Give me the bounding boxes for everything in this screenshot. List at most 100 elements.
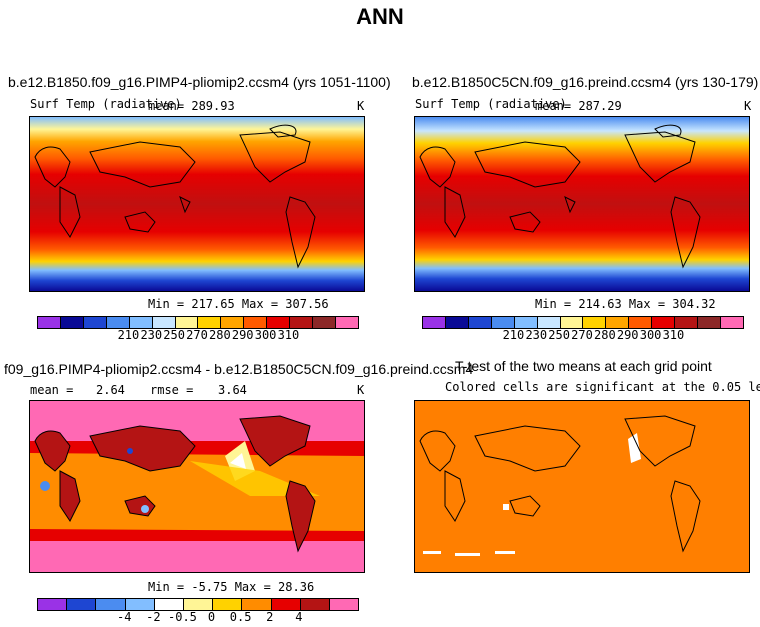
colorbar-tick-label: 300: [254, 328, 277, 342]
map-bottom-left: [29, 400, 365, 573]
colorbar-swatch: [300, 599, 330, 610]
colorbar-tick-label: 290: [616, 328, 639, 342]
variable-label-top-right: Surf Temp (radiative): [415, 97, 567, 111]
colorbar-swatch: [537, 317, 561, 328]
colorbar-tick-label: 280: [209, 328, 231, 342]
panel-title-bottom-right: T-test of the two means at each grid poi…: [455, 358, 712, 374]
colorbar-swatch: [221, 317, 245, 328]
colorbar-swatch: [213, 599, 243, 610]
colorbar-ticks-bottom-left: -4 -2 -0.5 0 0.5 2 4: [37, 610, 357, 624]
map-top-right: [414, 116, 750, 292]
colorbar-swatch: [244, 317, 268, 328]
colorbar-swatch: [652, 317, 676, 328]
mean-label-top-right: mean= 287.29: [535, 99, 622, 113]
colorbar-swatch: [83, 317, 107, 328]
rmse-value-bottom-left: 3.64: [218, 383, 247, 397]
colorbar-swatch: [514, 317, 538, 328]
colorbar-swatch: [491, 317, 515, 328]
colorbar-bottom-left: [37, 598, 359, 611]
map-top-left: [29, 116, 365, 292]
colorbar-swatch: [423, 317, 446, 328]
colorbar-swatch: [152, 317, 176, 328]
figure-title: ANN: [356, 4, 404, 29]
minmax-top-right: Min = 214.63 Max = 304.32: [535, 297, 716, 311]
colorbar-swatch: [560, 317, 584, 328]
colorbar-swatch: [175, 317, 199, 328]
colorbar-ticks-top-right: 210 230 250 270 280 290 300 310: [422, 328, 742, 342]
colorbar-swatch: [271, 599, 301, 610]
temp-field-top-right: [415, 117, 749, 291]
colorbar-swatch: [606, 317, 630, 328]
colorbar-tick-label: 280: [594, 328, 616, 342]
colorbar-tick-label: -0.5: [168, 610, 197, 624]
colorbar-tick-label: 2: [266, 610, 274, 624]
colorbar-swatch: [38, 317, 61, 328]
colorbar-swatch: [242, 599, 272, 610]
colorbar-tick-label: 290: [231, 328, 254, 342]
colorbar-tick-label: 250: [548, 328, 570, 342]
mean-label-top-left: mean= 289.93: [148, 99, 235, 113]
colorbar-swatch: [290, 317, 314, 328]
colorbar-swatch: [468, 317, 492, 328]
colorbar-tick-label: 4: [295, 610, 303, 624]
colorbar-swatch: [698, 317, 721, 328]
diff-field-bottom-left: [30, 401, 364, 572]
colorbar-tick-label: 300: [639, 328, 662, 342]
minmax-bottom-left: Min = -5.75 Max = 28.36: [148, 580, 315, 594]
colorbar-swatch: [67, 599, 97, 610]
colorbar-tick-label: 250: [163, 328, 185, 342]
colorbar-swatch: [125, 599, 155, 610]
colorbar-swatch: [267, 317, 291, 328]
colorbar-tick-label: -4: [117, 610, 132, 624]
map-bottom-right: [414, 400, 750, 573]
continents-bottom-left: [34, 415, 316, 553]
colorbar-tick-label: 270: [571, 328, 593, 342]
colorbar-swatch: [183, 599, 214, 610]
continents-bottom-right: [419, 415, 701, 553]
colorbar-tick-label: 0: [207, 610, 216, 624]
units-top-left: K: [357, 99, 365, 113]
panel-title-top-left: b.e12.B1850.f09_g16.PIMP4-pliomip2.ccsm4…: [8, 74, 391, 90]
colorbar-swatch: [106, 317, 130, 328]
colorbar-swatch: [675, 317, 699, 328]
colorbar-swatch: [60, 317, 84, 328]
colorbar-tick-label: 230: [525, 328, 548, 342]
colorbar-swatch: [720, 317, 743, 328]
ttest-nonsignificant-patch: [628, 433, 641, 463]
colorbar-swatch: [445, 317, 469, 328]
colorbar-swatch: [96, 599, 126, 610]
ttest-significant-area: [415, 401, 749, 572]
colorbar-tick-label: 230: [140, 328, 163, 342]
colorbar-swatch: [313, 317, 336, 328]
colorbar-tick-label: 310: [277, 328, 300, 342]
colorbar-tick-label: 270: [186, 328, 208, 342]
colorbar-swatch: [583, 317, 607, 328]
colorbar-swatch: [198, 317, 222, 328]
continents-top-right: [419, 124, 701, 269]
colorbar-swatch: [329, 599, 359, 610]
rmse-label-bottom-left: rmse =: [150, 383, 194, 397]
colorbar-top-right: [422, 316, 744, 329]
minmax-top-left: Min = 217.65 Max = 307.56: [148, 297, 329, 311]
colorbar-swatch: [154, 599, 184, 610]
continents-top-left: [34, 124, 316, 269]
colorbar-swatch: [129, 317, 153, 328]
colorbar-top-left: [37, 316, 359, 329]
ttest-field-bottom-right: [415, 401, 749, 572]
colorbar-tick-label: 310: [662, 328, 685, 342]
colorbar-tick-label: -2: [146, 610, 161, 624]
colorbar-swatch: [38, 599, 68, 610]
mean-value-bottom-left: 2.64: [96, 383, 125, 397]
temp-field-top-left: [30, 117, 364, 291]
panel-title-top-right: b.e12.B1850C5CN.f09_g16.preind.ccsm4 (yr…: [412, 74, 759, 90]
colorbar-tick-label: 210: [117, 328, 140, 342]
units-bottom-left: K: [357, 383, 365, 397]
variable-label-top-left: Surf Temp (radiative): [30, 97, 182, 111]
colorbar-ticks-top-left: 210 230 250 270 280 290 300 310: [37, 328, 357, 342]
mean-label-bottom-left: mean =: [30, 383, 74, 397]
colorbar-swatch: [629, 317, 653, 328]
colorbar-tick-label: 210: [502, 328, 525, 342]
units-top-right: K: [744, 99, 752, 113]
panel-subtitle-bottom-right: Colored cells are significant at the 0.0…: [445, 380, 760, 394]
panel-title-bottom-left: f09_g16.PIMP4-pliomip2.ccsm4 - b.e12.B18…: [4, 361, 474, 377]
